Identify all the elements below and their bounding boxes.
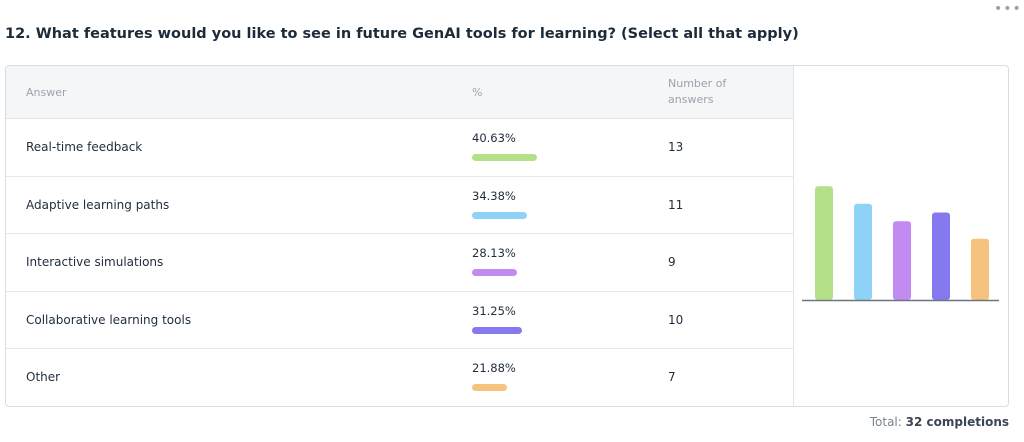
header-answer: Answer <box>26 86 67 99</box>
total-value: 32 completions <box>905 415 1009 429</box>
answer-count: 10 <box>668 312 684 327</box>
percent-label: 21.88% <box>472 361 516 375</box>
percent-bar <box>472 211 527 219</box>
question-title: 12. What features would you like to see … <box>5 26 799 42</box>
chart-bar-4 <box>932 212 950 300</box>
chart-bar-5 <box>971 238 989 300</box>
table-body: Real-time feedback 40.63% 13 Adaptive learn… <box>6 119 793 406</box>
header-percent: % <box>472 86 483 99</box>
answer-count: 13 <box>668 140 684 154</box>
bar-chart <box>794 66 1008 406</box>
answer-label: Other <box>26 370 61 384</box>
total-completions: Total: 32 completions <box>870 415 1009 429</box>
percent-bar <box>472 154 537 161</box>
percent-bar-track <box>472 384 632 391</box>
answer-label: Collaborative learning tools <box>26 312 192 327</box>
chart-bar-3 <box>893 221 911 300</box>
percent-label: 31.25% <box>472 303 516 318</box>
chart-bar-1 <box>815 186 833 300</box>
percent-bar <box>472 269 517 276</box>
answer-label: Real-time feedback <box>26 140 143 154</box>
answer-label: Interactive simulations <box>26 255 164 269</box>
percent-bar <box>472 384 507 391</box>
table-row: Collaborative learning tools 31.25% 10 <box>6 292 793 349</box>
percent-bar-track <box>472 154 632 161</box>
answer-count: 11 <box>668 197 684 212</box>
table-row: Real-time feedback 40.63% 13 <box>6 119 793 177</box>
percent-label: 28.13% <box>472 246 516 260</box>
table-header: Answer % Number of answers <box>6 66 793 119</box>
table-row: Other 21.88% 7 <box>6 349 793 406</box>
percent-bar-track <box>472 326 632 334</box>
answer-label: Adaptive learning paths <box>26 197 170 212</box>
more-options-icon[interactable]: ••• <box>994 1 1022 17</box>
total-label: Total: <box>869 415 902 429</box>
table-row: Adaptive learning paths 34.38% 11 <box>6 177 793 234</box>
results-card: Answer % Number of answers Real-time fee… <box>5 65 1009 407</box>
answer-count: 9 <box>668 255 676 269</box>
percent-bar-track <box>472 269 632 276</box>
answer-count: 7 <box>668 370 676 384</box>
results-table: Answer % Number of answers Real-time fee… <box>6 66 794 406</box>
table-row: Interactive simulations 28.13% 9 <box>6 234 793 292</box>
chart-bar-2 <box>854 203 872 300</box>
percent-bar <box>472 326 522 334</box>
percent-label: 34.38% <box>472 188 516 203</box>
header-number-of-answers: Number of answers <box>668 77 727 106</box>
percent-label: 40.63% <box>472 131 516 145</box>
percent-bar-track <box>472 211 632 219</box>
bar-chart-svg <box>802 186 999 302</box>
